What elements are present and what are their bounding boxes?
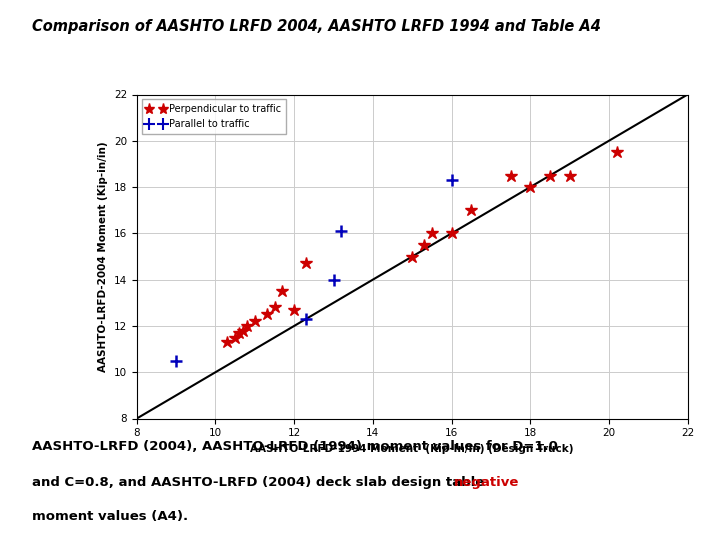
- Text: moment values (A4).: moment values (A4).: [32, 510, 189, 523]
- Text: negative: negative: [454, 476, 519, 489]
- Perpendicular to traffic: [565, 172, 574, 179]
- Perpendicular to traffic: [428, 230, 436, 237]
- Perpendicular to traffic: [243, 323, 251, 329]
- X-axis label: AASHTO-LRFD-1994 Moment  (Kip-In/In) (Design Truck): AASHTO-LRFD-1994 Moment (Kip-In/In) (Des…: [251, 444, 574, 454]
- Perpendicular to traffic: [546, 172, 554, 179]
- Perpendicular to traffic: [526, 184, 534, 190]
- Perpendicular to traffic: [278, 288, 287, 294]
- Text: AASHTO-LRFD (2004), AASHTO-LRFD (1994) moment values for D=1.0: AASHTO-LRFD (2004), AASHTO-LRFD (1994) m…: [32, 440, 558, 453]
- Perpendicular to traffic: [302, 260, 310, 267]
- Legend: Perpendicular to traffic, Parallel to traffic: Perpendicular to traffic, Parallel to tr…: [142, 99, 286, 134]
- Parallel to traffic: [337, 228, 346, 234]
- Perpendicular to traffic: [420, 242, 428, 248]
- Perpendicular to traffic: [270, 304, 279, 310]
- Perpendicular to traffic: [251, 318, 259, 325]
- Text: Comparison of AASHTO LRFD 2004, AASHTO LRFD 1994 and Table A4: Comparison of AASHTO LRFD 2004, AASHTO L…: [32, 19, 601, 34]
- Perpendicular to traffic: [239, 327, 248, 334]
- Perpendicular to traffic: [467, 207, 475, 213]
- Parallel to traffic: [302, 316, 310, 322]
- Perpendicular to traffic: [408, 253, 416, 260]
- Parallel to traffic: [329, 276, 338, 283]
- Perpendicular to traffic: [506, 172, 515, 179]
- Perpendicular to traffic: [223, 339, 232, 346]
- Line: Perpendicular to traffic: Perpendicular to traffic: [221, 146, 623, 348]
- Text: and C=0.8, and AASHTO-LRFD (2004) deck slab design table: and C=0.8, and AASHTO-LRFD (2004) deck s…: [32, 476, 490, 489]
- Parallel to traffic: [172, 357, 181, 364]
- Perpendicular to traffic: [613, 149, 621, 156]
- Perpendicular to traffic: [290, 307, 299, 313]
- Perpendicular to traffic: [235, 329, 243, 336]
- Perpendicular to traffic: [231, 334, 240, 341]
- Perpendicular to traffic: [447, 230, 456, 237]
- Parallel to traffic: [447, 177, 456, 184]
- Y-axis label: AASHTO-LRFD-2004 Moment (Kip-in/in): AASHTO-LRFD-2004 Moment (Kip-in/in): [98, 141, 108, 372]
- Perpendicular to traffic: [262, 311, 271, 318]
- Line: Parallel to traffic: Parallel to traffic: [170, 174, 458, 367]
